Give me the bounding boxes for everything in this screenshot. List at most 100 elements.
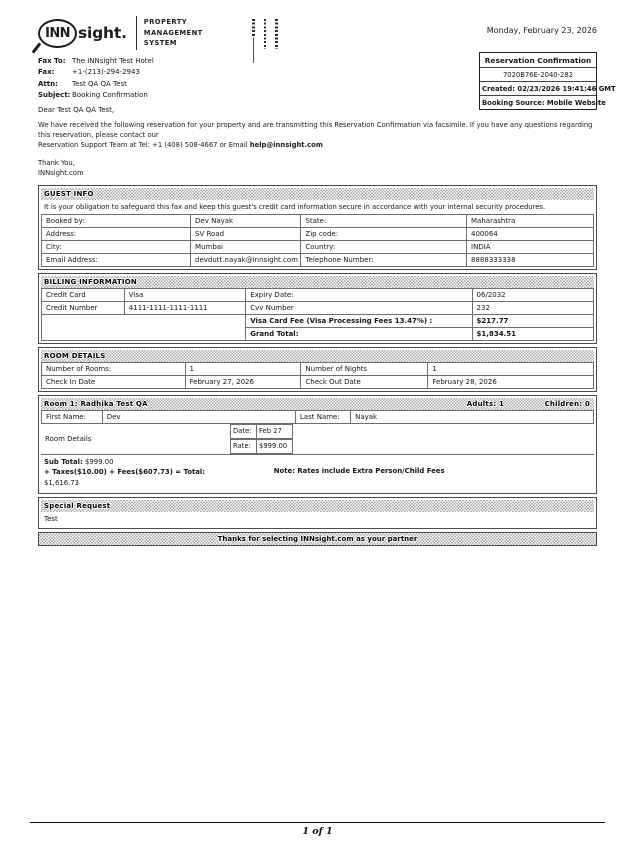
table-row: Grand Total: $1,834.51	[42, 326, 595, 341]
table-row: Number of Rooms: 1 Number of Nights 1	[41, 361, 594, 376]
document-date: Monday, February 23, 2026	[486, 26, 597, 35]
fax-to-row: Fax To: The INNsight Test Hotel	[38, 56, 154, 67]
city-label: City:	[40, 239, 192, 254]
checkout-value: February 28, 2026	[427, 374, 594, 389]
credit-card-value: Visa	[123, 287, 247, 302]
num-rooms-value: 1	[184, 361, 302, 376]
fax-mark-strip	[252, 19, 255, 63]
confirmation-box-title: Reservation Confirmation	[484, 55, 592, 65]
billing-table: Credit Card Visa Expiry Date: 06/2032 Cr…	[40, 287, 595, 341]
zip-value: 400064	[466, 226, 594, 241]
credit-number-value: 4111-1111-1111-1111	[123, 300, 247, 315]
billing-title: BILLING INFORMATION	[44, 277, 137, 286]
room1-date-rate-grid: Date: Feb 27 Rate: $999.00	[231, 423, 293, 454]
subject-value: Booking Confirmation	[72, 90, 148, 99]
room1-name-table: First Name: Dev Last Name: Nayak	[41, 409, 594, 424]
body-paragraph: We have received the following reservati…	[38, 120, 597, 151]
tagline-line: PROPERTY	[143, 18, 188, 27]
cvv-label: Cvv Number	[245, 300, 473, 315]
guest-info-notice: It is your obligation to safeguard this …	[44, 202, 546, 211]
table-row: Address: SV Road Zip code: 400064	[40, 226, 594, 241]
attn-row: Attn: Test QA QA Test	[38, 79, 154, 90]
special-request-section: Special Request Test	[38, 497, 597, 530]
num-rooms-label: Number of Rooms:	[41, 361, 186, 376]
sub-total-label: Sub Total:	[44, 457, 83, 466]
grand-total-label: Grand Total:	[245, 326, 473, 341]
room-details-table: Number of Rooms: 1 Number of Nights 1 Ch…	[41, 361, 594, 389]
first-name-value: Dev	[101, 409, 296, 424]
page-number: 1 of 1	[302, 826, 333, 837]
date-label: Date:	[231, 423, 257, 439]
logo-inn-text: INN	[45, 25, 70, 41]
logo-divider	[135, 16, 137, 50]
table-row: Credit Number 4111-1111-1111-1111 Cvv Nu…	[41, 300, 595, 315]
reservation-confirmation-box: Reservation Confirmation 7020B76E-2040-2…	[479, 52, 616, 110]
partner-footer-bar: Thanks for selecting INNsight.com as you…	[38, 532, 597, 547]
taxes-fees-line: + Taxes($10.00) + Fees($607.73) = Total:	[44, 468, 206, 477]
room-details-title: ROOM DETAILS	[44, 351, 106, 360]
fax-vertical-marks	[252, 19, 278, 63]
body-line-2: Reservation Support Team at Tel: +1 (408…	[38, 141, 250, 150]
table-row: First Name: Dev Last Name: Nayak	[41, 409, 594, 424]
room1-details-row: Room Details Date: Feb 27 Rate: $999.00	[41, 423, 594, 454]
room1-adults: Adults: 1	[466, 399, 505, 408]
closing: Thank You, INNsight.com	[38, 158, 597, 178]
room1-title: Room 1: Radhika Test QA	[44, 399, 148, 408]
attn-value: Test QA QA Test	[72, 79, 127, 88]
email-label: Email Address:	[40, 252, 192, 267]
special-request-value: Test	[44, 515, 58, 524]
rates-note: Note: Rates include Extra Person/Child F…	[273, 466, 445, 475]
fax-number-value: +1-(213)-294-2943	[72, 68, 140, 77]
table-row: Visa Card Fee (Visa Processing Fees 13.4…	[40, 313, 595, 341]
rate-value: $999.00	[257, 438, 293, 454]
city-value: Mumbai	[190, 239, 302, 254]
checkout-label: Check Out Date	[300, 374, 429, 389]
fax-recipient-block: Fax To: The INNsight Test Hotel Fax: +1-…	[38, 56, 154, 101]
salutation: Dear Test QA QA Test,	[38, 106, 115, 114]
table-row: Booked by: Dev Nayak State: Maharashtra	[40, 213, 594, 228]
fax-to-label: Fax To:	[38, 57, 66, 65]
room1-totals-block: Sub Total: $999.00 + Taxes($10.00) + Fee…	[44, 457, 274, 488]
subject-row: Subject: Booking Confirmation	[38, 90, 154, 101]
checkin-label: Check In Date	[41, 374, 186, 389]
room-details-section: ROOM DETAILS Number of Rooms: 1 Number o…	[38, 346, 597, 392]
guest-info-title: GUEST INFO	[44, 189, 94, 198]
magnifier-icon: INN	[38, 18, 77, 48]
fax-mark-strip	[275, 19, 278, 49]
country-label: Country:	[300, 239, 468, 254]
tagline-line: SYSTEM	[143, 39, 177, 48]
last-name-label: Last Name:	[294, 409, 352, 424]
state-value: Maharashtra	[466, 213, 594, 228]
credit-number-label: Credit Number	[41, 300, 125, 315]
page-number-footer: 1 of 1	[30, 822, 605, 837]
expiry-label: Expiry Date:	[245, 287, 473, 302]
room-details-cell-label: Room Details	[41, 423, 231, 454]
booked-by-label: Booked by:	[40, 213, 192, 228]
room1-children: Children: 0	[544, 399, 590, 408]
booked-by-value: Dev Nayak	[190, 213, 302, 228]
innsight-logo: INN sight. PROPERTY MANAGEMENT SYSTEM	[31, 16, 203, 54]
special-request-title: Special Request	[44, 502, 111, 511]
rate-label: Rate:	[231, 438, 257, 454]
room1-section: Room 1: Radhika Test QA Adults: 1 Childr…	[38, 394, 597, 495]
fax-to-value: The INNsight Test Hotel	[72, 57, 154, 65]
phone-value: 8888333338	[466, 252, 594, 267]
guest-info-section: GUEST INFO It is your obligation to safe…	[38, 184, 597, 270]
phone-label: Telephone Number:	[300, 252, 468, 267]
expiry-value: 06/2032	[471, 287, 595, 302]
fax-mark-strip	[263, 19, 266, 49]
credit-card-label: Credit Card	[41, 287, 125, 302]
email-value: devdutt.nayak@innsight.com	[190, 252, 302, 267]
sub-total-line: Sub Total: $999.00	[44, 457, 274, 467]
billing-empty-cell	[40, 313, 247, 341]
visa-fee-label: Visa Card Fee (Visa Processing Fees 13.4…	[245, 313, 473, 328]
visa-fee-value: $217.77	[471, 313, 595, 328]
subject-label: Subject:	[38, 90, 71, 99]
grand-total-value: $1,834.51	[471, 326, 595, 341]
room1-header-bar: Room 1: Radhika Test QA Adults: 1 Childr…	[41, 397, 594, 410]
address-value: SV Road	[190, 226, 302, 241]
fax-number-label: Fax:	[38, 68, 55, 77]
innsight-logo-mark: INN sight.	[31, 18, 127, 54]
partner-footer-text: Thanks for selecting INNsight.com as you…	[217, 535, 418, 544]
